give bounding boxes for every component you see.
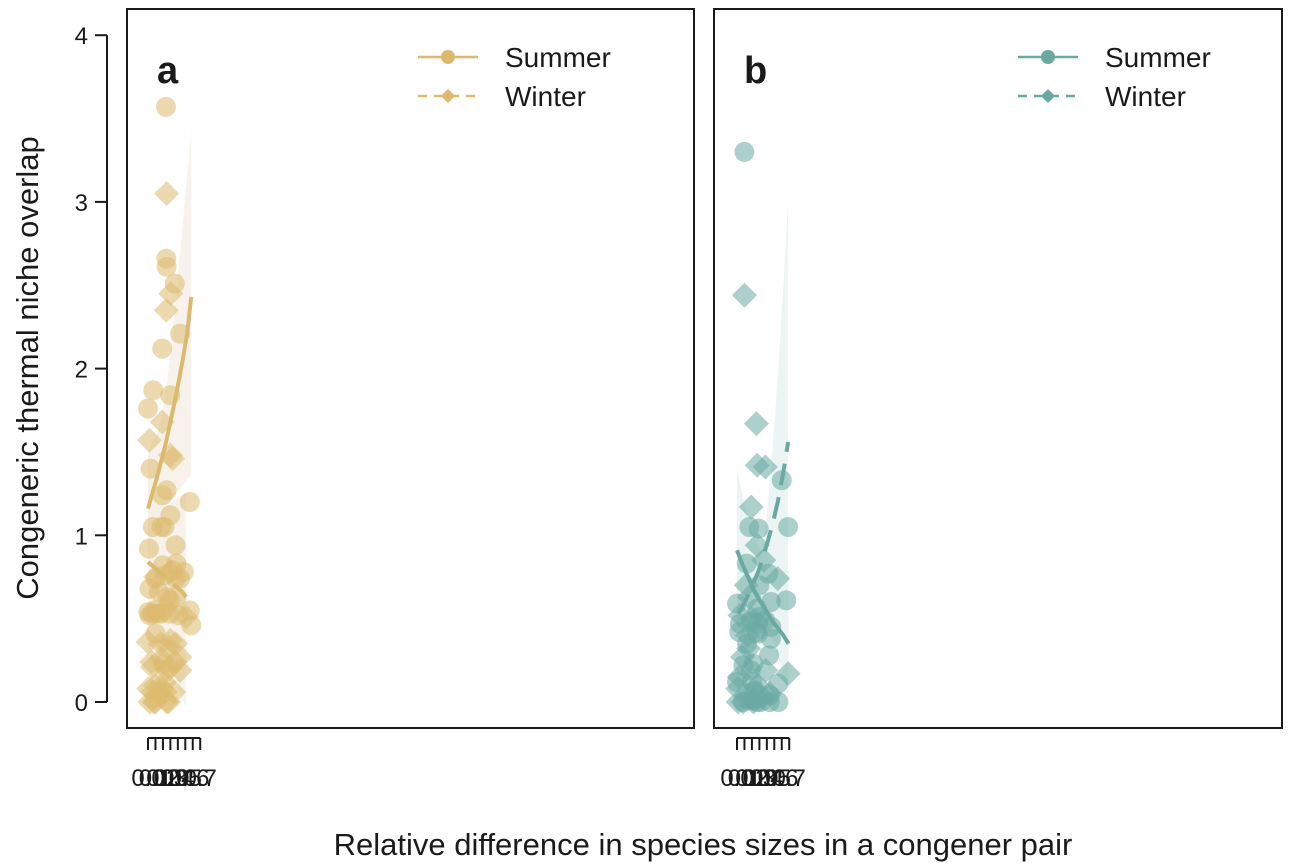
summer-point [156,480,177,501]
winter-point [726,664,752,690]
x-tick-label: 0.1 [139,765,172,792]
x-tick-label: 0.0 [720,765,753,792]
winter-point [751,547,777,573]
winter-point [151,597,177,623]
y-tick-label: 2 [75,357,88,384]
winter-point [731,282,757,308]
points [135,96,202,715]
y-tick-label: 1 [75,523,88,550]
summer-point [179,491,200,512]
summer-point [173,561,194,582]
y-tick-label: 0 [75,690,88,717]
panel-label: b [744,50,767,92]
summer-point [165,535,186,556]
winter-point [738,494,764,520]
summer-fit-line [146,296,194,510]
x-axis-title: Relative difference in species sizes in … [334,827,1073,862]
legend-summer-marker [441,50,455,64]
points [725,141,801,715]
winter-point [154,181,180,207]
panel-label: a [157,50,179,92]
panel-a: 0.00.10.20.30.40.50.60.7 0 1 2 3 4 a Summer Wint… [75,8,695,792]
plot-frame [126,8,695,729]
x-tick-label: 0.6 [765,765,798,792]
winter-fit-line [736,441,791,615]
y-tick-label: 3 [75,190,88,217]
panel-b: 0.00.10.20.30.40.50.60.7 b Summer Winter [713,8,1283,792]
x-tick-label: 0.0 [131,765,164,792]
summer-fit-line [735,549,791,645]
winter-point [160,446,186,472]
x-axis: 0.00.10.20.30.40.50.60.7 [720,737,806,792]
legend-summer-label: Summer [1105,42,1211,73]
summer-confidence-band [148,130,192,556]
x-tick-label: 0.2 [146,765,179,792]
legend: Summer Winter [418,42,611,112]
summer-point [761,616,782,637]
legend-summer-label: Summer [505,42,611,73]
summer-point [152,338,173,359]
x-tick-label: 0.4 [750,765,783,792]
legend-winter-marker [1041,89,1055,103]
summer-point [138,398,158,419]
winter-point [765,566,791,592]
winter-point [757,681,783,707]
fit-lines [735,441,791,645]
summer-point [140,458,161,479]
x-axis: 0.00.10.20.30.40.50.60.7 [131,737,217,792]
winter-point [173,604,199,630]
winter-point [158,281,184,307]
legend-winter-label: Winter [1105,81,1186,112]
summer-point [776,590,797,611]
winter-point [752,454,778,480]
legend-winter-marker [441,89,455,103]
x-tick-label: 0.5 [758,765,791,792]
x-tick-label: 0.5 [169,765,202,792]
x-tick-label: 0.2 [735,765,768,792]
winter-point [161,679,187,705]
winter-confidence-band [738,200,789,629]
legend-summer-marker [1041,50,1055,64]
x-tick-label: 0.3 [154,765,187,792]
winter-fit-line [146,560,188,599]
x-tick-label: 0.1 [728,765,761,792]
winter-point [739,606,765,632]
x-tick-label: 0.3 [743,765,776,792]
winter-point [157,559,183,585]
winter-point [753,657,779,683]
summer-point [748,518,769,539]
y-tick-label: 4 [75,23,88,50]
winter-point [775,661,801,687]
summer-point [138,538,159,559]
x-tick-label: 0.7 [184,765,217,792]
x-tick-label: 0.6 [176,765,209,792]
summer-point [156,256,177,277]
winter-point [736,636,762,662]
y-axis-title: Congeneric thermal niche overlap [10,136,45,600]
winter-point [167,657,193,683]
x-tick-label: 0.4 [161,765,194,792]
summer-point [155,96,176,117]
winter-point [743,411,769,437]
summer-point [143,380,164,401]
winter-point [167,644,193,670]
x-tick-label: 0.7 [773,765,806,792]
summer-point [160,505,181,526]
summer-point [734,141,755,162]
fit-lines [146,296,194,599]
y-axis: 0 1 2 3 4 [75,23,108,717]
winter-point [136,427,162,453]
summer-point [778,516,799,537]
legend-winter-label: Winter [505,81,586,112]
legend: Summer Winter [1018,42,1211,112]
plot-frame [713,8,1283,729]
